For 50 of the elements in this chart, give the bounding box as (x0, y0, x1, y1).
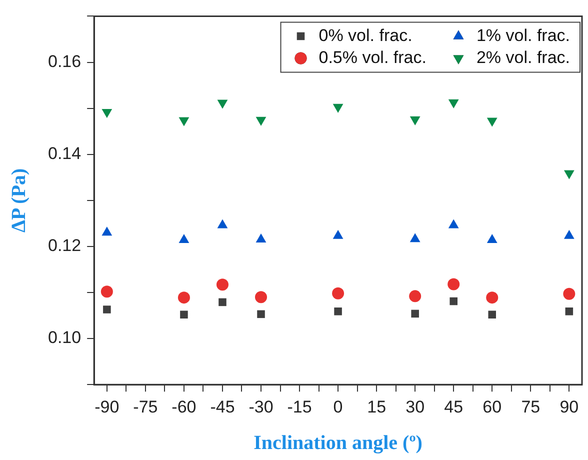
y-tick-label: 0.10 (48, 328, 82, 348)
x-tick-label: -15 (287, 397, 312, 416)
point (486, 292, 498, 304)
point (217, 100, 228, 109)
x-tick-label: 60 (482, 397, 502, 416)
legend-label: 2% vol. frac. (476, 48, 570, 67)
x-tick-label: -30 (248, 397, 274, 416)
point (411, 310, 419, 318)
point (257, 310, 265, 318)
y-tick-label: 0.12 (48, 236, 82, 256)
point (563, 288, 576, 300)
x-tick-label: -60 (172, 397, 196, 416)
point (448, 99, 459, 108)
x-tick-label: 0 (333, 397, 343, 416)
x-tick-label: 75 (521, 397, 540, 416)
x-tick-label: 15 (367, 397, 386, 416)
point (486, 118, 498, 127)
point (102, 108, 112, 118)
point (565, 307, 574, 316)
point (332, 104, 344, 113)
point (178, 292, 190, 304)
point (103, 306, 111, 314)
x-tick-label: 90 (560, 397, 579, 416)
legend-label: 0.5% vol. frac. (318, 48, 426, 67)
legend-label: 1% vol. frac. (476, 26, 570, 45)
x-tick-label: 45 (444, 397, 464, 416)
point (100, 286, 113, 298)
x-tick-label: -75 (133, 397, 158, 416)
legend-label: 0% vol. frac. (318, 26, 412, 45)
point (334, 307, 342, 316)
point (488, 310, 496, 318)
y-tick-label: 0.14 (48, 144, 82, 164)
point (180, 310, 188, 318)
point (178, 117, 190, 126)
point (448, 278, 460, 290)
x-tick-label: 30 (406, 397, 425, 416)
point (332, 287, 344, 300)
x-axis-title: Inclination angle (º) (254, 432, 422, 454)
point (256, 116, 266, 126)
x-tick-label: -45 (210, 397, 235, 416)
point (564, 170, 574, 180)
point (218, 298, 226, 306)
x-tick-label: -90 (94, 397, 120, 416)
y-tick-label: 0.16 (48, 52, 82, 71)
point (255, 291, 268, 304)
point (450, 297, 458, 306)
point (216, 278, 228, 291)
point (409, 290, 422, 302)
point (410, 116, 420, 126)
y-axis-title: ΔP (Pa) (8, 168, 30, 232)
